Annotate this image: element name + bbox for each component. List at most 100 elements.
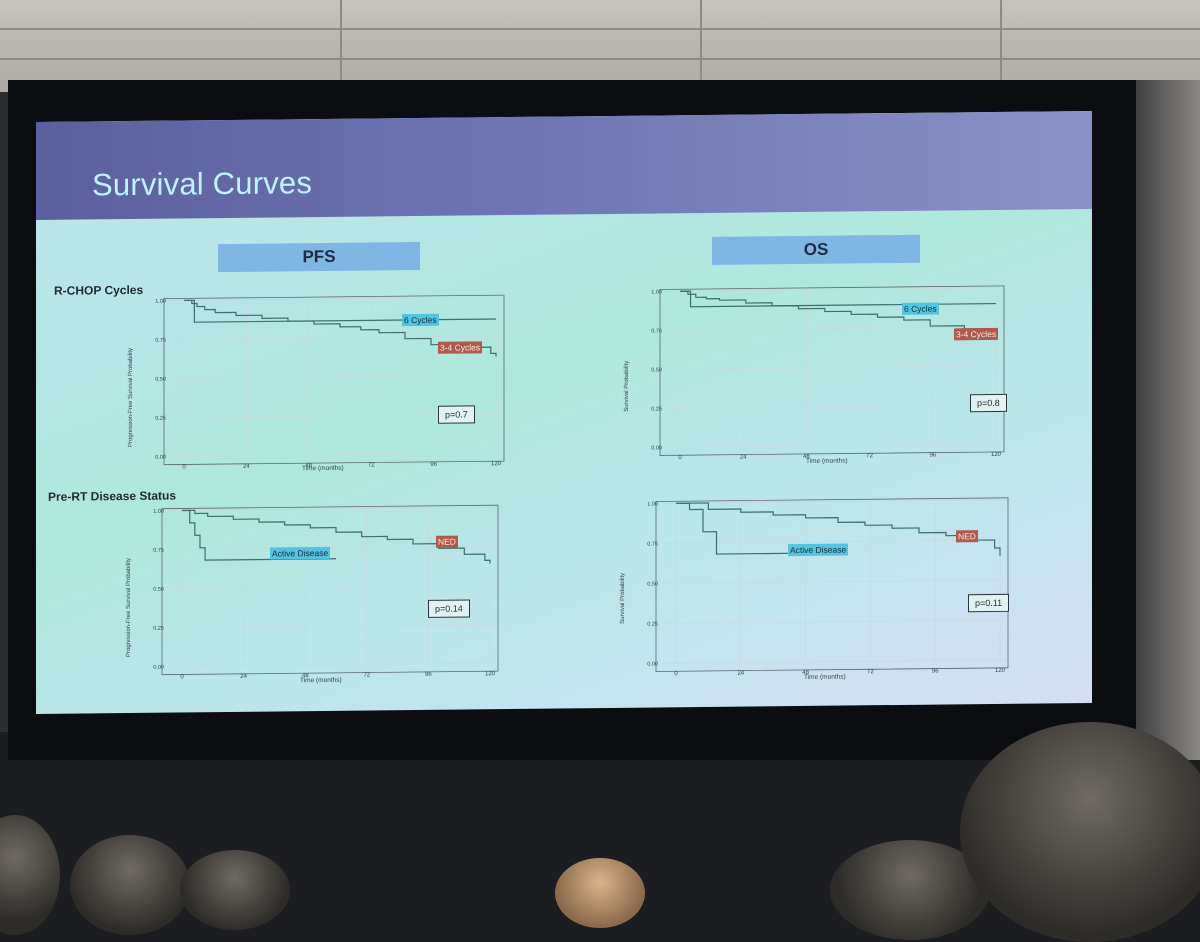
x-tick-label: 120 <box>485 671 496 677</box>
y-tick-label: 1.00 <box>153 509 164 515</box>
audience-head <box>555 858 645 928</box>
x-tick-label: 72 <box>368 462 375 468</box>
audience-head <box>0 815 60 935</box>
legend-6-cycles: 6 Cycles <box>402 313 439 327</box>
legend-3-4-cycles: 3-4 Cycles <box>954 327 999 341</box>
x-tick-label: 120 <box>995 668 1006 674</box>
x-tick-label: 120 <box>491 461 502 467</box>
y-tick-label: 0.50 <box>651 367 662 373</box>
y-gridline <box>666 326 1002 331</box>
plot-frame <box>659 285 1005 456</box>
plot-frame <box>161 504 499 676</box>
y-axis-label: Survival Probability <box>620 572 626 624</box>
y-tick-label: 0.50 <box>153 587 164 593</box>
plot-pfs-rchop: 0 24 48 72 96 120 0.00 0.25 0.50 0.75 1.00 Progres… <box>124 293 508 483</box>
x-tick-label: 72 <box>363 672 370 678</box>
row-label-rchop: R-CHOP Cycles <box>54 282 144 298</box>
y-tick-label: 1.00 <box>651 289 662 295</box>
audience-head <box>180 850 290 930</box>
audience-head <box>70 835 190 935</box>
km-chart-os-rchop: 0 24 48 72 96 120 0.00 0.25 0.50 0.75 1.00 <box>651 285 1005 461</box>
x-tick-label: 48 <box>302 673 309 679</box>
x-tick-label: 24 <box>740 455 747 461</box>
y-gridline <box>662 539 1006 544</box>
x-tick-label: 0 <box>678 455 682 461</box>
pfs-header: PFS <box>218 241 420 273</box>
y-gridline <box>168 662 496 667</box>
x-axis-label: Time (months) <box>804 673 846 681</box>
y-gridline <box>662 619 1006 624</box>
wall <box>1130 80 1200 760</box>
ceiling-seam <box>1000 0 1002 92</box>
y-tick-label: 0.75 <box>153 548 164 554</box>
legend-6-cycles: 6 Cycles <box>902 302 939 315</box>
y-gridline <box>170 335 502 340</box>
plot-os-rchop: 0 24 48 72 96 120 0.00 0.25 0.50 0.75 1.00 Surviva… <box>620 284 1008 474</box>
x-tick-label: 96 <box>425 672 432 678</box>
x-tick-label: 0 <box>674 671 678 677</box>
km-chart-os-prert: 0 24 48 72 96 120 0.00 0.25 0.50 0.75 1.00 <box>647 497 1009 677</box>
ceiling <box>0 0 1200 92</box>
y-tick-label: 0.25 <box>647 621 658 627</box>
x-tick-label: 48 <box>803 454 810 460</box>
y-tick-label: 0.00 <box>153 665 164 671</box>
x-tick-label: 48 <box>802 670 809 676</box>
km-chart-pfs-rchop: 0 24 48 72 96 120 0.00 0.25 0.50 0.75 1.00 <box>155 294 505 470</box>
title-bar: Survival Curves <box>36 110 1092 220</box>
km-curve-active-disease <box>676 502 838 555</box>
y-tick-label: 0.50 <box>155 377 166 383</box>
p-value-box: p=0.11 <box>968 593 1010 613</box>
legend-active-disease: Active Disease <box>788 543 849 557</box>
row-label-prert: Pre-RT Disease Status <box>48 488 177 504</box>
plot-frame <box>655 497 1009 672</box>
y-gridline <box>170 452 502 457</box>
y-tick-label: 0.25 <box>153 626 164 632</box>
y-gridline <box>666 404 1002 409</box>
plot-pfs-prert: 0 24 48 72 96 120 0.00 0.25 0.50 0.75 1.00 Progres… <box>122 503 502 693</box>
x-tick-label: 96 <box>430 462 437 468</box>
ceiling-seam <box>0 28 1200 30</box>
y-tick-label: 0.75 <box>651 328 662 334</box>
os-header: OS <box>712 234 920 265</box>
x-tick-label: 24 <box>240 674 247 680</box>
y-tick-label: 0.00 <box>647 661 658 667</box>
y-axis-label: Survival Probability <box>624 360 630 412</box>
x-tick-label: 48 <box>305 463 312 469</box>
y-tick-label: 0.50 <box>647 581 658 587</box>
ceiling-seam <box>0 58 1200 60</box>
y-gridline <box>662 659 1006 664</box>
legend-active-disease: Active Disease <box>270 546 331 560</box>
km-curve-6-cycles <box>184 299 496 323</box>
y-axis-label: Progression-Free Survival Probability <box>128 347 134 448</box>
y-gridline <box>168 506 496 511</box>
y-tick-label: 1.00 <box>155 299 166 305</box>
x-tick-label: 24 <box>243 464 250 470</box>
x-tick-label: 72 <box>866 453 873 459</box>
legend-ned: NED <box>956 530 978 543</box>
slide: Survival Curves PFS OS R-CHOP Cycles Pre… <box>36 110 1092 715</box>
y-tick-label: 1.00 <box>647 501 658 507</box>
legend-3-4-cycles: 3-4 Cycles <box>438 341 483 354</box>
p-value-box: p=0.14 <box>428 599 470 618</box>
y-axis-label: Progression-Free Survival Probability <box>126 557 132 658</box>
y-gridline <box>666 443 1002 448</box>
slide-title: Survival Curves <box>92 165 313 203</box>
y-gridline <box>666 365 1002 370</box>
y-tick-label: 0.00 <box>651 445 662 451</box>
y-tick-label: 0.75 <box>647 541 658 547</box>
x-tick-label: 0 <box>182 464 186 470</box>
y-gridline <box>170 296 502 301</box>
plot-frame <box>163 294 505 466</box>
x-tick-label: 96 <box>932 669 939 675</box>
legend-ned: NED <box>436 535 458 548</box>
y-gridline <box>168 623 496 628</box>
p-value-box: p=0.8 <box>970 393 1007 413</box>
y-tick-label: 0.75 <box>155 338 166 344</box>
km-curve-active-disease <box>182 509 336 561</box>
x-axis-label: Time (months) <box>302 464 344 473</box>
y-gridline <box>170 374 502 379</box>
ceiling-seam <box>700 0 702 92</box>
y-gridline <box>666 287 1002 292</box>
x-tick-label: 96 <box>929 453 936 459</box>
ceiling-seam <box>340 0 342 92</box>
